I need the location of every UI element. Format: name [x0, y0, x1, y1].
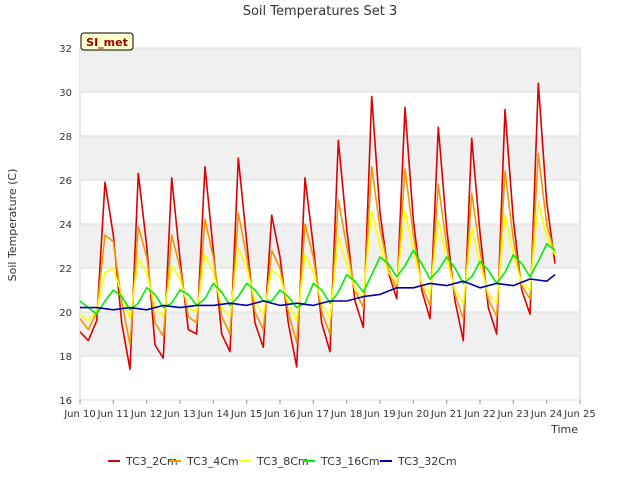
x-tick-label: Jun 16: [263, 409, 296, 420]
x-tick-label: Jun 11: [97, 409, 130, 420]
station-badge: SI_met: [80, 32, 134, 51]
y-tick-label: 20: [59, 308, 72, 319]
y-tick-label: 28: [59, 132, 72, 143]
x-tick-label: Jun 25: [563, 409, 596, 420]
series-layer: [79, 82, 556, 370]
station-badge-label: SI_met: [86, 36, 128, 49]
x-tick-label: Jun 22: [463, 409, 496, 420]
y-axis-label: Soil Temperature (C): [6, 169, 19, 282]
grid-band: [80, 136, 580, 180]
x-axis-label: Time: [550, 423, 578, 436]
station-badge-box: [80, 32, 134, 51]
series-line-TC3_8Cm: [79, 201, 556, 322]
x-tick-label: Jun 19: [363, 409, 396, 420]
legend-label: TC3_4Cm: [186, 455, 239, 468]
x-tick-label: Jun 18: [330, 409, 363, 420]
y-tick-label: 22: [59, 264, 72, 275]
legend-label: TC3_16Cm: [320, 455, 380, 468]
x-tick-label: Jun 21: [430, 409, 463, 420]
y-axis-ticks: 16 18 20 22 24 26 28 30 32: [59, 44, 72, 407]
series-line-TC3_16Cm: [79, 243, 556, 315]
legend-label: TC3_2Cm: [125, 455, 178, 468]
x-axis-ticks: Jun 10 Jun 11 Jun 12 Jun 13 Jun 14 Jun 15 Jun …: [63, 400, 596, 420]
x-tick-label: Jun 23: [497, 409, 530, 420]
chart-title: Soil Temperatures Set 3: [243, 4, 398, 19]
y-tick-label: 26: [59, 176, 72, 187]
grid-band: [80, 224, 580, 268]
y-tick-label: 32: [59, 44, 72, 55]
x-tick-label: Jun 13: [163, 409, 196, 420]
x-tick-label: Jun 12: [130, 409, 163, 420]
legend-label: TC3_32Cm: [397, 455, 457, 468]
y-tick-label: 18: [59, 352, 72, 363]
series-line-TC3_32Cm: [80, 273, 556, 311]
x-tick-label: Jun 24: [530, 409, 563, 420]
y-tick-label: 30: [59, 88, 72, 99]
x-tick-label: Jun 15: [230, 409, 263, 420]
y-tick-label: 16: [59, 396, 72, 407]
grid-band: [80, 48, 580, 92]
x-tick-label: Jun 17: [297, 409, 330, 420]
legend: TC3_2Cm TC3_4Cm TC3_8Cm TC3_16Cm TC3_32Cm: [108, 455, 457, 468]
legend-label: TC3_8Cm: [256, 455, 309, 468]
x-tick-label: Jun 20: [397, 409, 430, 420]
x-tick-label: Jun 14: [197, 409, 230, 420]
y-tick-label: 24: [59, 220, 72, 231]
x-tick-label: Jun 10: [63, 409, 96, 420]
series-line-TC3_4Cm: [79, 152, 556, 346]
